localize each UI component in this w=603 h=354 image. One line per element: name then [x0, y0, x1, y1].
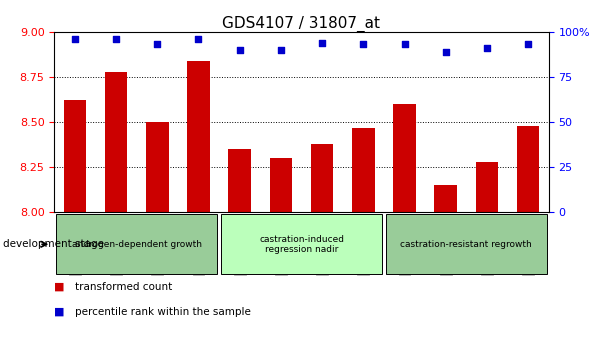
- Point: [358, 42, 368, 47]
- FancyBboxPatch shape: [386, 214, 547, 274]
- Bar: [311, 144, 333, 212]
- Bar: [146, 122, 169, 212]
- Bar: [229, 149, 251, 212]
- Point: [111, 36, 121, 42]
- Point: [235, 47, 245, 53]
- Bar: [352, 127, 374, 212]
- Bar: [270, 158, 292, 212]
- Point: [441, 49, 450, 55]
- Bar: [63, 101, 86, 212]
- Point: [276, 47, 286, 53]
- Point: [317, 40, 327, 46]
- Point: [400, 42, 409, 47]
- Bar: [517, 126, 540, 212]
- Point: [153, 42, 162, 47]
- Bar: [434, 185, 457, 212]
- Bar: [476, 162, 498, 212]
- Text: ■: ■: [54, 282, 65, 292]
- Text: castration-induced
regression nadir: castration-induced regression nadir: [259, 235, 344, 254]
- Bar: [187, 61, 210, 212]
- Point: [70, 36, 80, 42]
- Text: transformed count: transformed count: [75, 282, 172, 292]
- FancyBboxPatch shape: [56, 214, 217, 274]
- Text: development stage: development stage: [3, 239, 104, 249]
- Text: castration-resistant regrowth: castration-resistant regrowth: [400, 240, 532, 249]
- Title: GDS4107 / 31807_at: GDS4107 / 31807_at: [223, 16, 380, 32]
- Point: [482, 45, 492, 51]
- Bar: [105, 72, 127, 212]
- Text: androgen-dependent growth: androgen-dependent growth: [72, 240, 201, 249]
- Text: percentile rank within the sample: percentile rank within the sample: [75, 307, 251, 316]
- Text: ■: ■: [54, 307, 65, 316]
- Bar: [393, 104, 416, 212]
- FancyBboxPatch shape: [221, 214, 382, 274]
- Point: [194, 36, 203, 42]
- Point: [523, 42, 533, 47]
